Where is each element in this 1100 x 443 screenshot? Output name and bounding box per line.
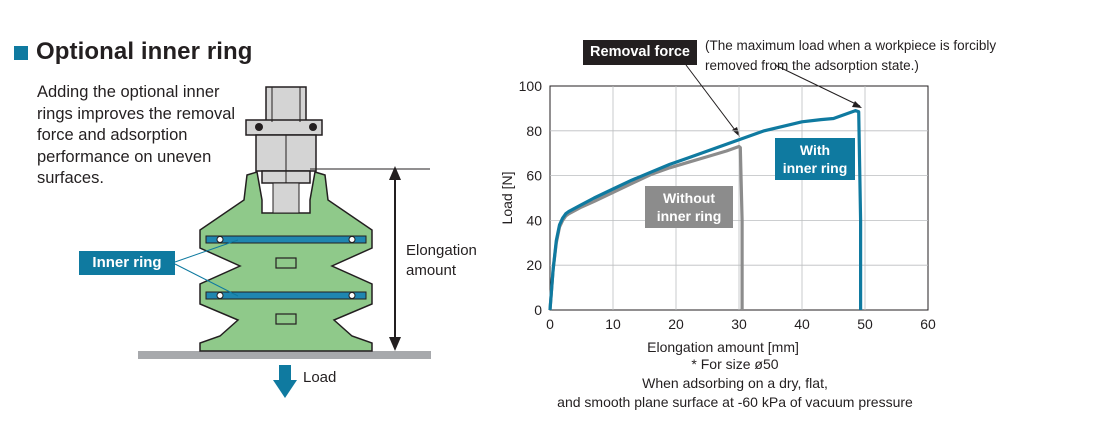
x-tick-label: 0 <box>546 316 554 332</box>
y-tick-label: 80 <box>526 123 542 139</box>
x-tick-label: 60 <box>920 316 936 332</box>
inner-ring-callout: Inner ring <box>79 251 175 275</box>
annotation-box <box>775 138 855 180</box>
fitting-detail <box>271 87 301 183</box>
elongation-amount-label: Elongation amount <box>406 242 477 279</box>
annotation-label: inner ring <box>783 160 848 176</box>
footnote-condition-2: and smooth plane surface at -60 kPa of v… <box>557 394 913 410</box>
y-tick-label: 20 <box>526 257 542 273</box>
annotation-label: inner ring <box>657 208 722 224</box>
inner-ring-upper <box>205 235 367 244</box>
series-line-with-inner-ring <box>548 108 863 311</box>
x-axis-label: Elongation amount [mm] <box>647 339 799 355</box>
y-tick-label: 0 <box>534 302 542 318</box>
load-arrow-icon <box>273 365 297 398</box>
pad-slot <box>275 257 297 269</box>
y-axis-label: Load [N] <box>499 172 515 225</box>
description-text: Adding the optional inner rings improves… <box>37 83 236 187</box>
annotation-label: With <box>800 142 830 158</box>
o-ring-left <box>255 123 263 131</box>
x-tick-label: 10 <box>605 316 621 332</box>
footnote-condition-1: When adsorbing on a dry, flat, <box>642 375 828 391</box>
pad-channel <box>272 182 300 214</box>
x-tick-label: 20 <box>668 316 684 332</box>
load-label: Load <box>303 369 337 386</box>
pad-slot <box>275 313 297 325</box>
page-title: Optional inner ring <box>36 38 253 65</box>
inner-ring-lower <box>205 291 367 300</box>
y-tick-label: 100 <box>519 78 543 94</box>
o-ring-right <box>309 123 317 131</box>
y-tick-label: 60 <box>526 168 542 184</box>
removal-force-callout: Removal force <box>583 40 697 65</box>
ground-plate <box>138 351 431 359</box>
y-tick-label: 40 <box>526 212 542 228</box>
x-tick-label: 30 <box>731 316 747 332</box>
series-line-without-inner-ring <box>548 144 744 311</box>
removal-force-note: (The maximum load when a workpiece is fo… <box>705 38 997 73</box>
annotation-label: Without <box>663 190 715 206</box>
annotation-box <box>645 186 733 228</box>
heading-square-icon <box>14 46 28 60</box>
chart-footnote: * For size ø50 When adsorbing on a dry, … <box>520 355 950 412</box>
footnote-size: * For size ø50 <box>691 356 779 372</box>
x-tick-label: 40 <box>794 316 810 332</box>
x-tick-label: 50 <box>857 316 873 332</box>
